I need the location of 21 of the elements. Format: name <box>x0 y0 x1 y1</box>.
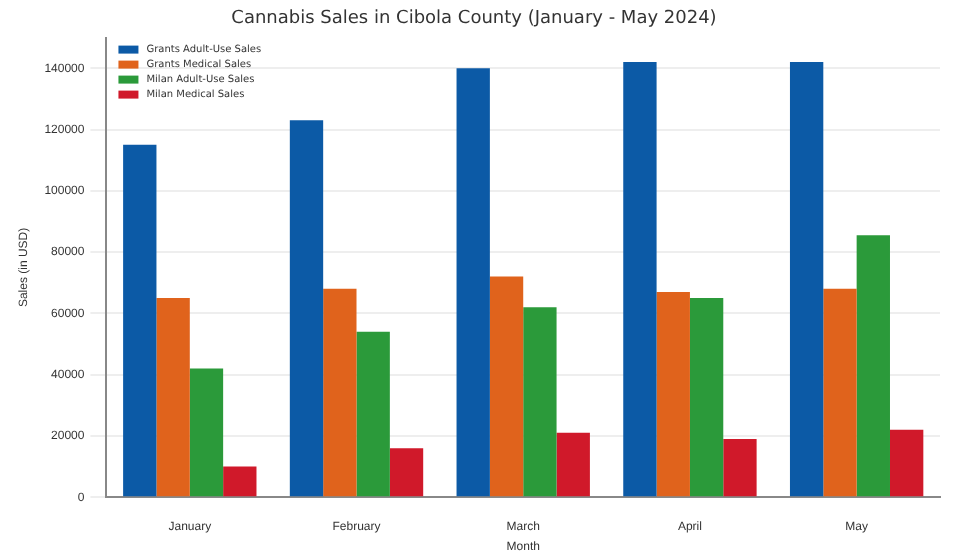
bar <box>156 298 190 497</box>
bar <box>856 235 890 497</box>
bar <box>456 68 490 497</box>
bar <box>189 368 224 497</box>
bar <box>123 144 157 497</box>
bar <box>523 307 557 497</box>
bar <box>689 298 724 497</box>
bar <box>489 276 524 497</box>
chart-title: Cannabis Sales in Cibola County (January - May 2024) <box>231 9 717 30</box>
bar <box>823 288 857 497</box>
bar <box>789 62 824 497</box>
bar <box>889 429 924 497</box>
bar <box>289 120 324 497</box>
bar <box>656 291 690 497</box>
bar <box>323 288 357 497</box>
bar <box>223 466 257 497</box>
bar <box>389 448 424 497</box>
bar <box>723 438 757 497</box>
bar <box>556 432 590 497</box>
bar <box>356 331 390 497</box>
bar <box>623 62 657 497</box>
